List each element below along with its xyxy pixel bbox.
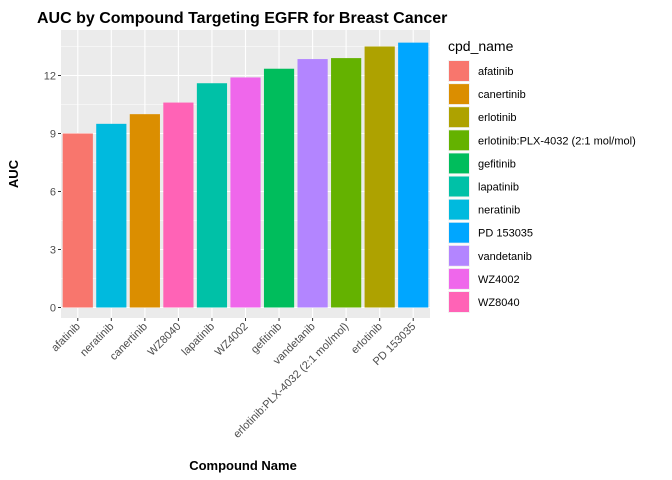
bar (129, 114, 160, 308)
legend-label: neratinib (478, 205, 520, 217)
bar (62, 133, 93, 308)
legend-label: erlotinib (478, 112, 517, 124)
x-axis-title: Compound Name (189, 458, 297, 473)
legend-swatch (449, 245, 469, 266)
x-tick-label: WZ8040 (146, 321, 184, 359)
legend-swatch (449, 268, 469, 289)
x-tick-label: lapatinib (180, 321, 217, 358)
y-axis-title: AUC (6, 159, 21, 188)
legend-swatch (449, 222, 469, 243)
legend-swatch (449, 292, 469, 312)
legend-label: WZ8040 (478, 297, 520, 309)
y-tick-label: 12 (44, 71, 56, 83)
legend-label: afatinib (478, 66, 513, 78)
legend-label: gefitinib (478, 158, 516, 170)
bar (96, 123, 127, 308)
chart-title: AUC by Compound Targeting EGFR for Breas… (37, 10, 447, 27)
legend-swatch (449, 153, 469, 174)
legend-swatch (449, 107, 469, 128)
y-tick-label: 6 (50, 187, 56, 199)
bar (263, 68, 295, 308)
legend-label: PD 153035 (478, 228, 533, 240)
legend-label: canertinib (478, 89, 526, 101)
bar (196, 83, 228, 308)
bar (297, 59, 328, 308)
legend-swatch (449, 176, 469, 197)
legend-label: vandetanib (478, 251, 532, 263)
bar (398, 42, 429, 308)
bar (364, 46, 395, 308)
legend-label: lapatinib (478, 182, 519, 194)
bar (331, 58, 362, 308)
legend-swatch (449, 130, 469, 151)
legend-swatch (449, 84, 469, 105)
bars (62, 42, 429, 308)
legend-swatch (449, 61, 469, 81)
x-tick-label: WZ4002 (213, 321, 251, 359)
y-axis-ticks: 0 3 6 9 12 (44, 71, 61, 315)
legend-swatch (449, 199, 469, 220)
y-tick-label: 0 (50, 303, 56, 315)
y-tick-label: 3 (50, 245, 56, 257)
x-axis-ticks: afatinibneratinibcanertinibWZ8040lapatin… (49, 318, 418, 441)
bar (163, 102, 194, 308)
legend-label: erlotinib:PLX-4032 (2:1 mol/mol) (478, 135, 636, 147)
bar (230, 77, 261, 308)
x-tick-label: afatinib (49, 321, 83, 355)
legend-label: WZ4002 (478, 274, 520, 286)
legend-title: cpd_name (448, 38, 514, 54)
legend: cpd_name afatinib canertinib erlotinib erlo… (448, 38, 636, 313)
y-tick-label: 9 (50, 129, 56, 141)
